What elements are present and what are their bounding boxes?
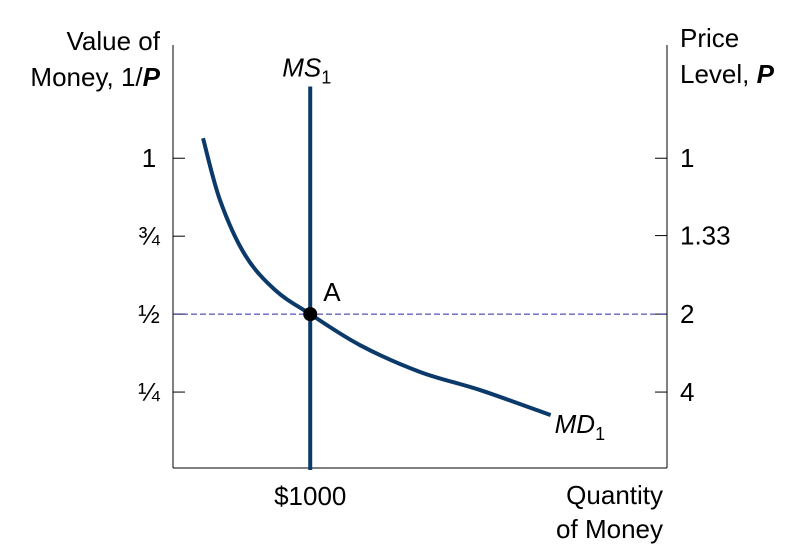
equilibrium-point — [303, 307, 318, 322]
y-axis-variable: P — [143, 62, 161, 92]
y-tick-label: ½ — [138, 299, 160, 329]
series-subscript: 1 — [595, 424, 605, 444]
y-tick-label: ¼ — [138, 377, 160, 407]
y2-axis-title-line: Price — [680, 23, 739, 53]
y-tick-label: 1 — [142, 143, 156, 173]
y2-tick-label: 2 — [680, 299, 694, 329]
curve — [201, 137, 552, 418]
y-tick-label: ¾ — [138, 221, 160, 251]
y2-axis-title: Level, P — [680, 59, 775, 89]
y2-axis-title: Price — [680, 23, 739, 53]
x-axis-title: of Money — [556, 514, 663, 544]
series-subscript: 1 — [321, 68, 331, 88]
y2-tick-label: 1.33 — [680, 221, 731, 251]
series-label: MS1 — [282, 53, 331, 88]
point-label: A — [323, 277, 341, 307]
y-axis-title: Value of — [67, 26, 161, 56]
y-axis-title-line: Value of — [67, 26, 161, 56]
y-axis-title: Money, 1/P — [30, 62, 160, 92]
y-axis-title-line: Money, 1/ — [30, 62, 143, 92]
y2-axis-variable: P — [757, 59, 775, 89]
y2-tick-label: 1 — [680, 143, 694, 173]
series-label: MD1 — [555, 409, 605, 444]
y2-tick-label: 4 — [680, 377, 694, 407]
y2-axis-title-line: Level, — [680, 59, 757, 89]
series-name: MS — [282, 53, 322, 83]
series-name: MD — [555, 409, 595, 439]
x-tick-label: $1000 — [274, 481, 346, 511]
x-axis-title: Quantity — [566, 480, 663, 510]
